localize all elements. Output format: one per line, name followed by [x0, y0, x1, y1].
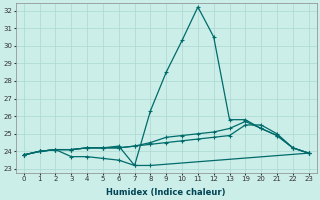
X-axis label: Humidex (Indice chaleur): Humidex (Indice chaleur)	[107, 188, 226, 197]
